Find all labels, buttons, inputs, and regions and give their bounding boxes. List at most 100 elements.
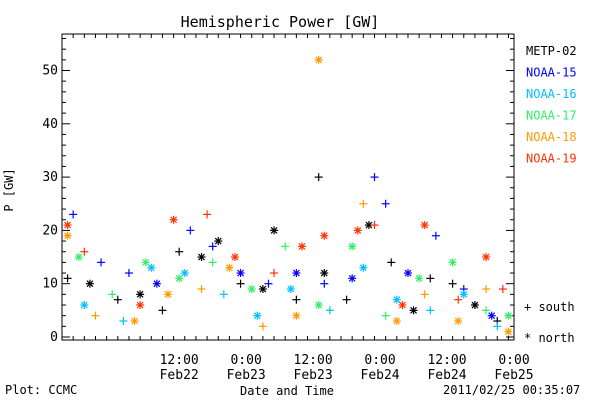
north-point bbox=[230, 253, 239, 262]
x-tick-date-label: Feb24 bbox=[361, 368, 400, 383]
north-point bbox=[353, 226, 362, 235]
south-point bbox=[448, 279, 457, 288]
north-point bbox=[136, 290, 145, 299]
north-point bbox=[320, 269, 329, 278]
x-axis: 12:00Feb220:00Feb2312:00Feb230:00Feb2412… bbox=[61, 34, 534, 383]
north-point bbox=[403, 269, 412, 278]
north-point bbox=[487, 311, 496, 320]
south-point bbox=[292, 295, 301, 304]
south-point bbox=[359, 199, 368, 208]
south-point bbox=[124, 269, 133, 278]
north-point bbox=[85, 279, 94, 288]
x-tick-date-label: Feb25 bbox=[494, 368, 533, 383]
symbol-key-south: + south bbox=[524, 300, 575, 314]
north-point bbox=[152, 279, 161, 288]
x-tick-time-label: 12:00 bbox=[160, 353, 199, 368]
symbol-key: + south * north bbox=[524, 300, 575, 345]
south-point bbox=[175, 247, 184, 256]
north-point bbox=[398, 301, 407, 310]
south-point bbox=[493, 322, 502, 331]
south-point bbox=[431, 231, 440, 240]
x-tick-date-label: Feb23 bbox=[227, 368, 266, 383]
north-point bbox=[147, 263, 156, 272]
north-point bbox=[409, 306, 418, 315]
x-tick-time-label: 12:00 bbox=[294, 353, 333, 368]
y-axis-label: P [GW] bbox=[2, 168, 16, 211]
x-tick-time-label: 12:00 bbox=[427, 353, 466, 368]
chart-title: Hemispheric Power [GW] bbox=[181, 13, 380, 31]
y-tick-label: 30 bbox=[42, 170, 58, 185]
plot-area-frame bbox=[61, 33, 515, 341]
south-point bbox=[454, 295, 463, 304]
y-tick-label: 10 bbox=[42, 277, 58, 292]
north-point bbox=[415, 274, 424, 283]
north-point bbox=[504, 327, 513, 336]
south-point bbox=[197, 285, 206, 294]
north-point bbox=[392, 295, 401, 304]
south-point bbox=[113, 295, 122, 304]
north-point bbox=[247, 285, 256, 294]
north-point bbox=[136, 301, 145, 310]
north-point bbox=[459, 290, 468, 299]
north-point bbox=[320, 231, 329, 240]
south-point bbox=[69, 210, 78, 219]
y-axis: 0 10 20 30 40 50 bbox=[42, 38, 514, 345]
south-point bbox=[370, 221, 379, 230]
north-point bbox=[214, 237, 223, 246]
north-point bbox=[197, 253, 206, 262]
north-point bbox=[164, 290, 173, 299]
data-points bbox=[63, 55, 513, 336]
south-point bbox=[208, 242, 217, 251]
north-point bbox=[364, 221, 373, 230]
north-point bbox=[130, 317, 139, 326]
south-point bbox=[426, 274, 435, 283]
legend-entry: METP-02 bbox=[526, 44, 577, 58]
north-point bbox=[286, 285, 295, 294]
north-point bbox=[504, 311, 513, 320]
north-point bbox=[141, 258, 150, 267]
south-point bbox=[80, 247, 89, 256]
plot-timestamp: 2011/02/25 00:35:07 bbox=[443, 383, 581, 397]
south-point bbox=[264, 279, 273, 288]
south-point bbox=[97, 258, 106, 267]
north-point bbox=[175, 274, 184, 283]
south-point bbox=[208, 258, 217, 267]
north-point bbox=[348, 274, 357, 283]
south-point bbox=[236, 279, 245, 288]
x-tick-time-label: 0:00 bbox=[364, 353, 395, 368]
north-point bbox=[348, 242, 357, 251]
south-point bbox=[370, 173, 379, 182]
south-point bbox=[219, 290, 228, 299]
north-point bbox=[169, 215, 178, 224]
north-point bbox=[392, 317, 401, 326]
south-point bbox=[91, 311, 100, 320]
south-point bbox=[482, 285, 491, 294]
south-point bbox=[258, 322, 267, 331]
legend-entry: NOAA-15 bbox=[526, 66, 577, 80]
north-point bbox=[420, 221, 429, 230]
south-point bbox=[498, 285, 507, 294]
legend-entry: NOAA-18 bbox=[526, 130, 577, 144]
north-point bbox=[236, 269, 245, 278]
south-point bbox=[320, 279, 329, 288]
north-point bbox=[74, 253, 83, 262]
south-point bbox=[482, 306, 491, 315]
south-point bbox=[325, 306, 334, 315]
south-point bbox=[381, 311, 390, 320]
south-point bbox=[381, 199, 390, 208]
north-point bbox=[297, 242, 306, 251]
north-point bbox=[225, 263, 234, 272]
north-point bbox=[270, 226, 279, 235]
north-point bbox=[482, 253, 491, 262]
south-point bbox=[203, 210, 212, 219]
south-point bbox=[270, 269, 279, 278]
north-point bbox=[80, 301, 89, 310]
north-point bbox=[180, 269, 189, 278]
north-point bbox=[292, 311, 301, 320]
north-point bbox=[314, 301, 323, 310]
south-point bbox=[426, 306, 435, 315]
south-point bbox=[63, 274, 72, 283]
legend-entry: NOAA-17 bbox=[526, 109, 577, 123]
north-point bbox=[454, 317, 463, 326]
